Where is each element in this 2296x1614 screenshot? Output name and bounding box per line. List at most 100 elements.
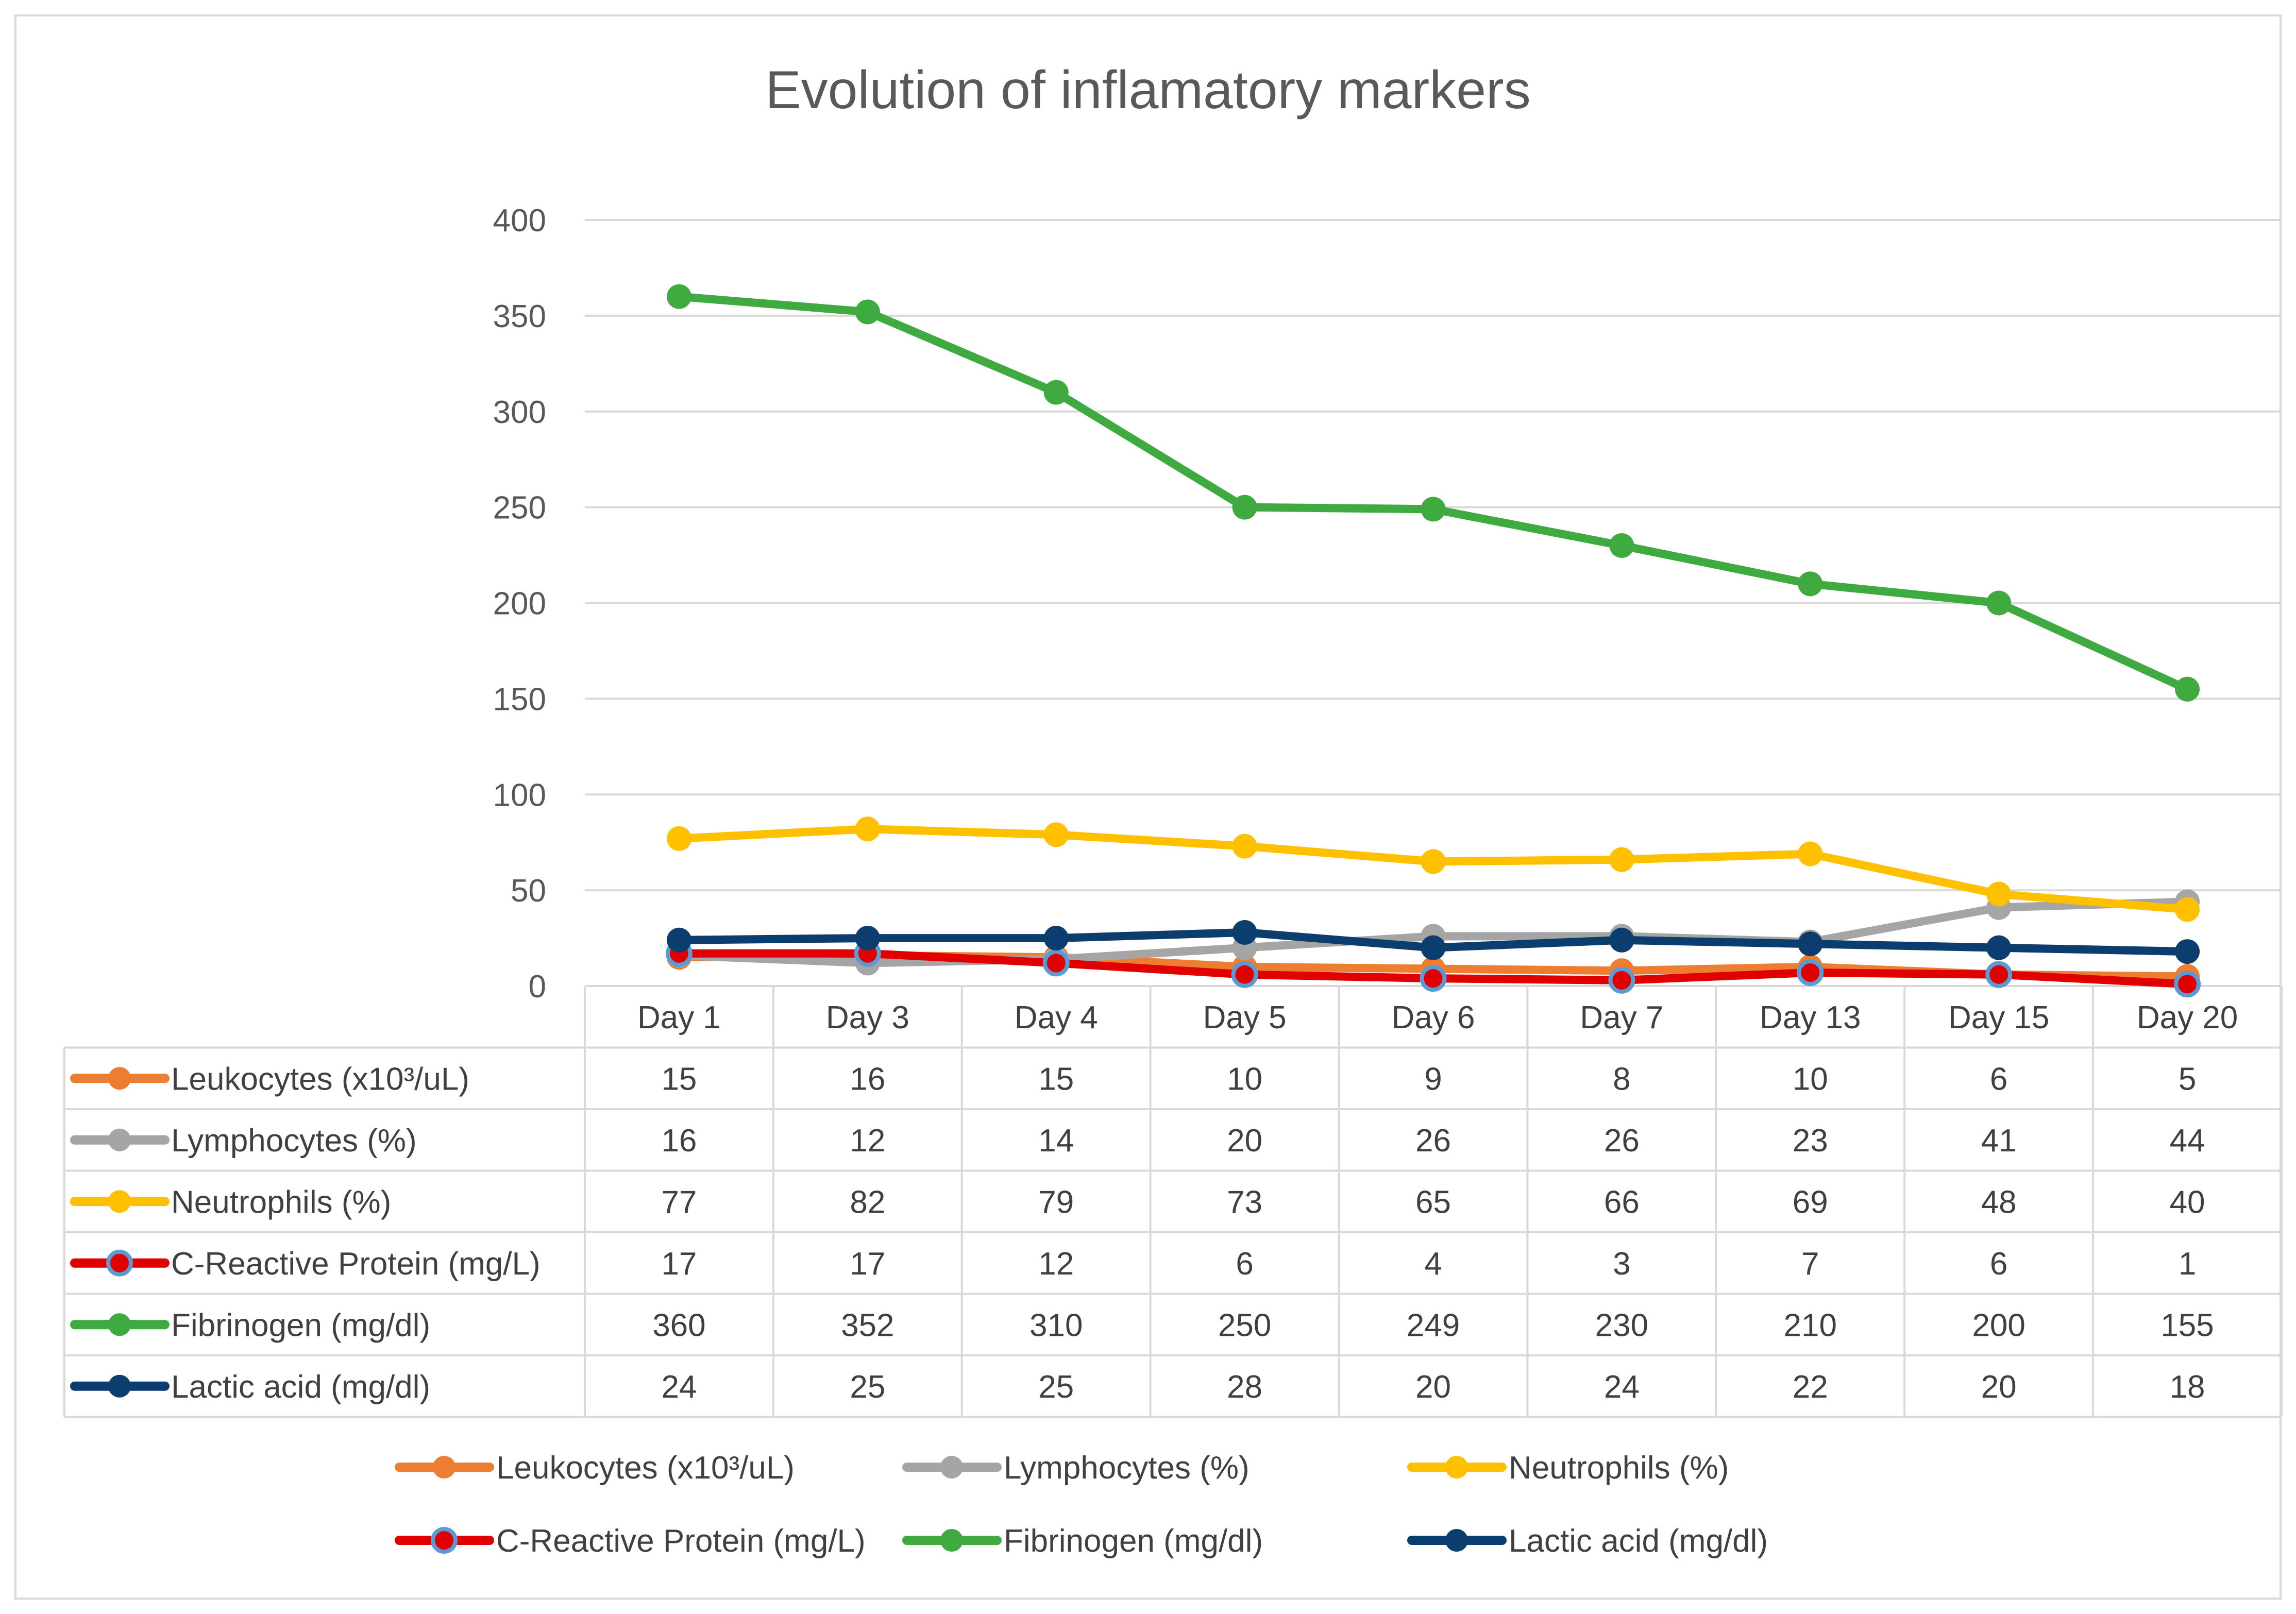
series-lines (665, 284, 2201, 998)
table-cell: 1 (2179, 1246, 2196, 1282)
table-cell: 6 (1236, 1246, 1253, 1282)
table-cell: 20 (1415, 1369, 1451, 1405)
table-cell: 8 (1613, 1061, 1630, 1097)
data-point (1986, 935, 2012, 960)
data-point (1043, 380, 1069, 405)
data-point (1797, 959, 1824, 986)
table-cell: 310 (1029, 1307, 1083, 1343)
legend-item: C-Reactive Protein (mg/L) (395, 1523, 866, 1559)
data-point (1042, 949, 1070, 977)
legend-item: Fibrinogen (mg/dl) (902, 1523, 1263, 1559)
table-cell: 16 (850, 1061, 885, 1097)
table-cell: 48 (1981, 1184, 2017, 1220)
legend-item: Neutrophils (%) (1407, 1450, 1729, 1486)
table-row: Lymphocytes (%) 16 12 14 20 26 26 23 41 44 (70, 1123, 2205, 1159)
data-point (1043, 926, 1069, 951)
y-tick-label: 50 (511, 873, 546, 909)
table-cell: 4 (1424, 1246, 1442, 1282)
data-point (1609, 847, 1634, 872)
table-cell: 14 (1038, 1123, 1074, 1159)
legend: Leukocytes (x10³/uL) Lymphocytes (%) Neutr… (395, 1450, 1768, 1559)
y-tick-label: 250 (493, 490, 546, 526)
table-cell: 155 (2160, 1307, 2214, 1343)
table-cell: 6 (1990, 1061, 2007, 1097)
table-cell: 23 (1793, 1123, 1828, 1159)
table-row: C-Reactive Protein (mg/L) 17 17 12 6 4 3 7 6 1 (70, 1246, 2196, 1282)
legend-label: Lactic acid (mg/dl) (1509, 1523, 1768, 1559)
data-point (666, 927, 691, 953)
y-tick-label: 200 (493, 586, 546, 622)
table-cell: 20 (1227, 1123, 1262, 1159)
table-header-label: Day 20 (2137, 1000, 2238, 1035)
data-point (1609, 533, 1634, 558)
table-cell: 230 (1595, 1307, 1648, 1343)
table-cell: 3 (1613, 1246, 1630, 1282)
table-cell: 9 (1424, 1061, 1442, 1097)
data-point (1421, 497, 1446, 522)
table-header-label: Day 4 (1015, 1000, 1098, 1035)
table-cell: 6 (1990, 1246, 2007, 1282)
series-lactic-acid-mg-dl (666, 920, 2200, 964)
legend-label: Lymphocytes (%) (1004, 1450, 1250, 1486)
table-cell: 44 (2170, 1123, 2205, 1159)
y-tick-label: 350 (493, 299, 546, 334)
table-cell: 250 (1218, 1307, 1271, 1343)
table-cell: 210 (1784, 1307, 1837, 1343)
table-cell: 24 (1604, 1369, 1640, 1405)
table-header-label: Day 5 (1203, 1000, 1287, 1035)
series-neutrophils (666, 817, 2200, 922)
data-point (666, 826, 691, 851)
data-point (2175, 897, 2200, 922)
y-tick-label: 400 (493, 203, 546, 239)
table-row-label: C-Reactive Protein (mg/L) (171, 1246, 541, 1282)
legend-key-marker (108, 1128, 131, 1151)
data-point (1421, 935, 1446, 960)
table-header-label: Day 1 (637, 1000, 721, 1035)
y-tick-label: 150 (493, 682, 546, 717)
table-cell: 12 (850, 1123, 885, 1159)
table-cell: 77 (661, 1184, 697, 1220)
data-point (1608, 966, 1635, 994)
table-cell: 16 (661, 1123, 697, 1159)
table-cell: 17 (661, 1246, 697, 1282)
table-cell: 66 (1604, 1184, 1640, 1220)
table-row: Fibrinogen (mg/dl) 360 352 310 250 249 230 210 2… (70, 1307, 2214, 1343)
table-cell: 18 (2170, 1369, 2205, 1405)
table-cell: 24 (661, 1369, 697, 1405)
data-point (1043, 822, 1069, 847)
table-header-label: Day 13 (1760, 1000, 1861, 1035)
table-cell: 12 (1038, 1246, 1074, 1282)
legend-item: Lactic acid (mg/dl) (1407, 1523, 1768, 1559)
table-cell: 15 (661, 1061, 697, 1097)
table-row-label: Neutrophils (%) (171, 1184, 391, 1220)
table-row-label: Lactic acid (mg/dl) (171, 1369, 430, 1405)
legend-key-marker (431, 1527, 458, 1554)
legend-label: Leukocytes (x10³/uL) (496, 1450, 795, 1486)
legend-key-marker (940, 1456, 963, 1479)
table-row-label: Lymphocytes (%) (171, 1123, 417, 1159)
legend-key-marker (108, 1374, 131, 1398)
legend-key-marker (1445, 1529, 1468, 1552)
table-row: Neutrophils (%) 77 82 79 73 65 66 69 48 40 (70, 1184, 2205, 1220)
table-header-label: Day 7 (1580, 1000, 1663, 1035)
table-cell: 28 (1227, 1369, 1262, 1405)
legend-label: Neutrophils (%) (1509, 1450, 1729, 1486)
table-cell: 26 (1415, 1123, 1451, 1159)
table-cell: 200 (1972, 1307, 2025, 1343)
table-header-label: Day 3 (826, 1000, 909, 1035)
table-cell: 249 (1407, 1307, 1460, 1343)
table-cell: 25 (1038, 1369, 1074, 1405)
y-tick-label: 300 (493, 395, 546, 430)
data-point (1232, 920, 1257, 945)
legend-item: Leukocytes (x10³/uL) (395, 1450, 795, 1486)
data-point (1420, 965, 1447, 992)
table-cell: 22 (1793, 1369, 1828, 1405)
table-cell: 41 (1981, 1123, 2017, 1159)
data-point (1421, 849, 1446, 874)
table-cell: 17 (850, 1246, 885, 1282)
data-point (1985, 961, 2013, 988)
data-point (1232, 495, 1257, 520)
legend-key-marker (106, 1249, 133, 1277)
data-point (1231, 961, 1258, 988)
